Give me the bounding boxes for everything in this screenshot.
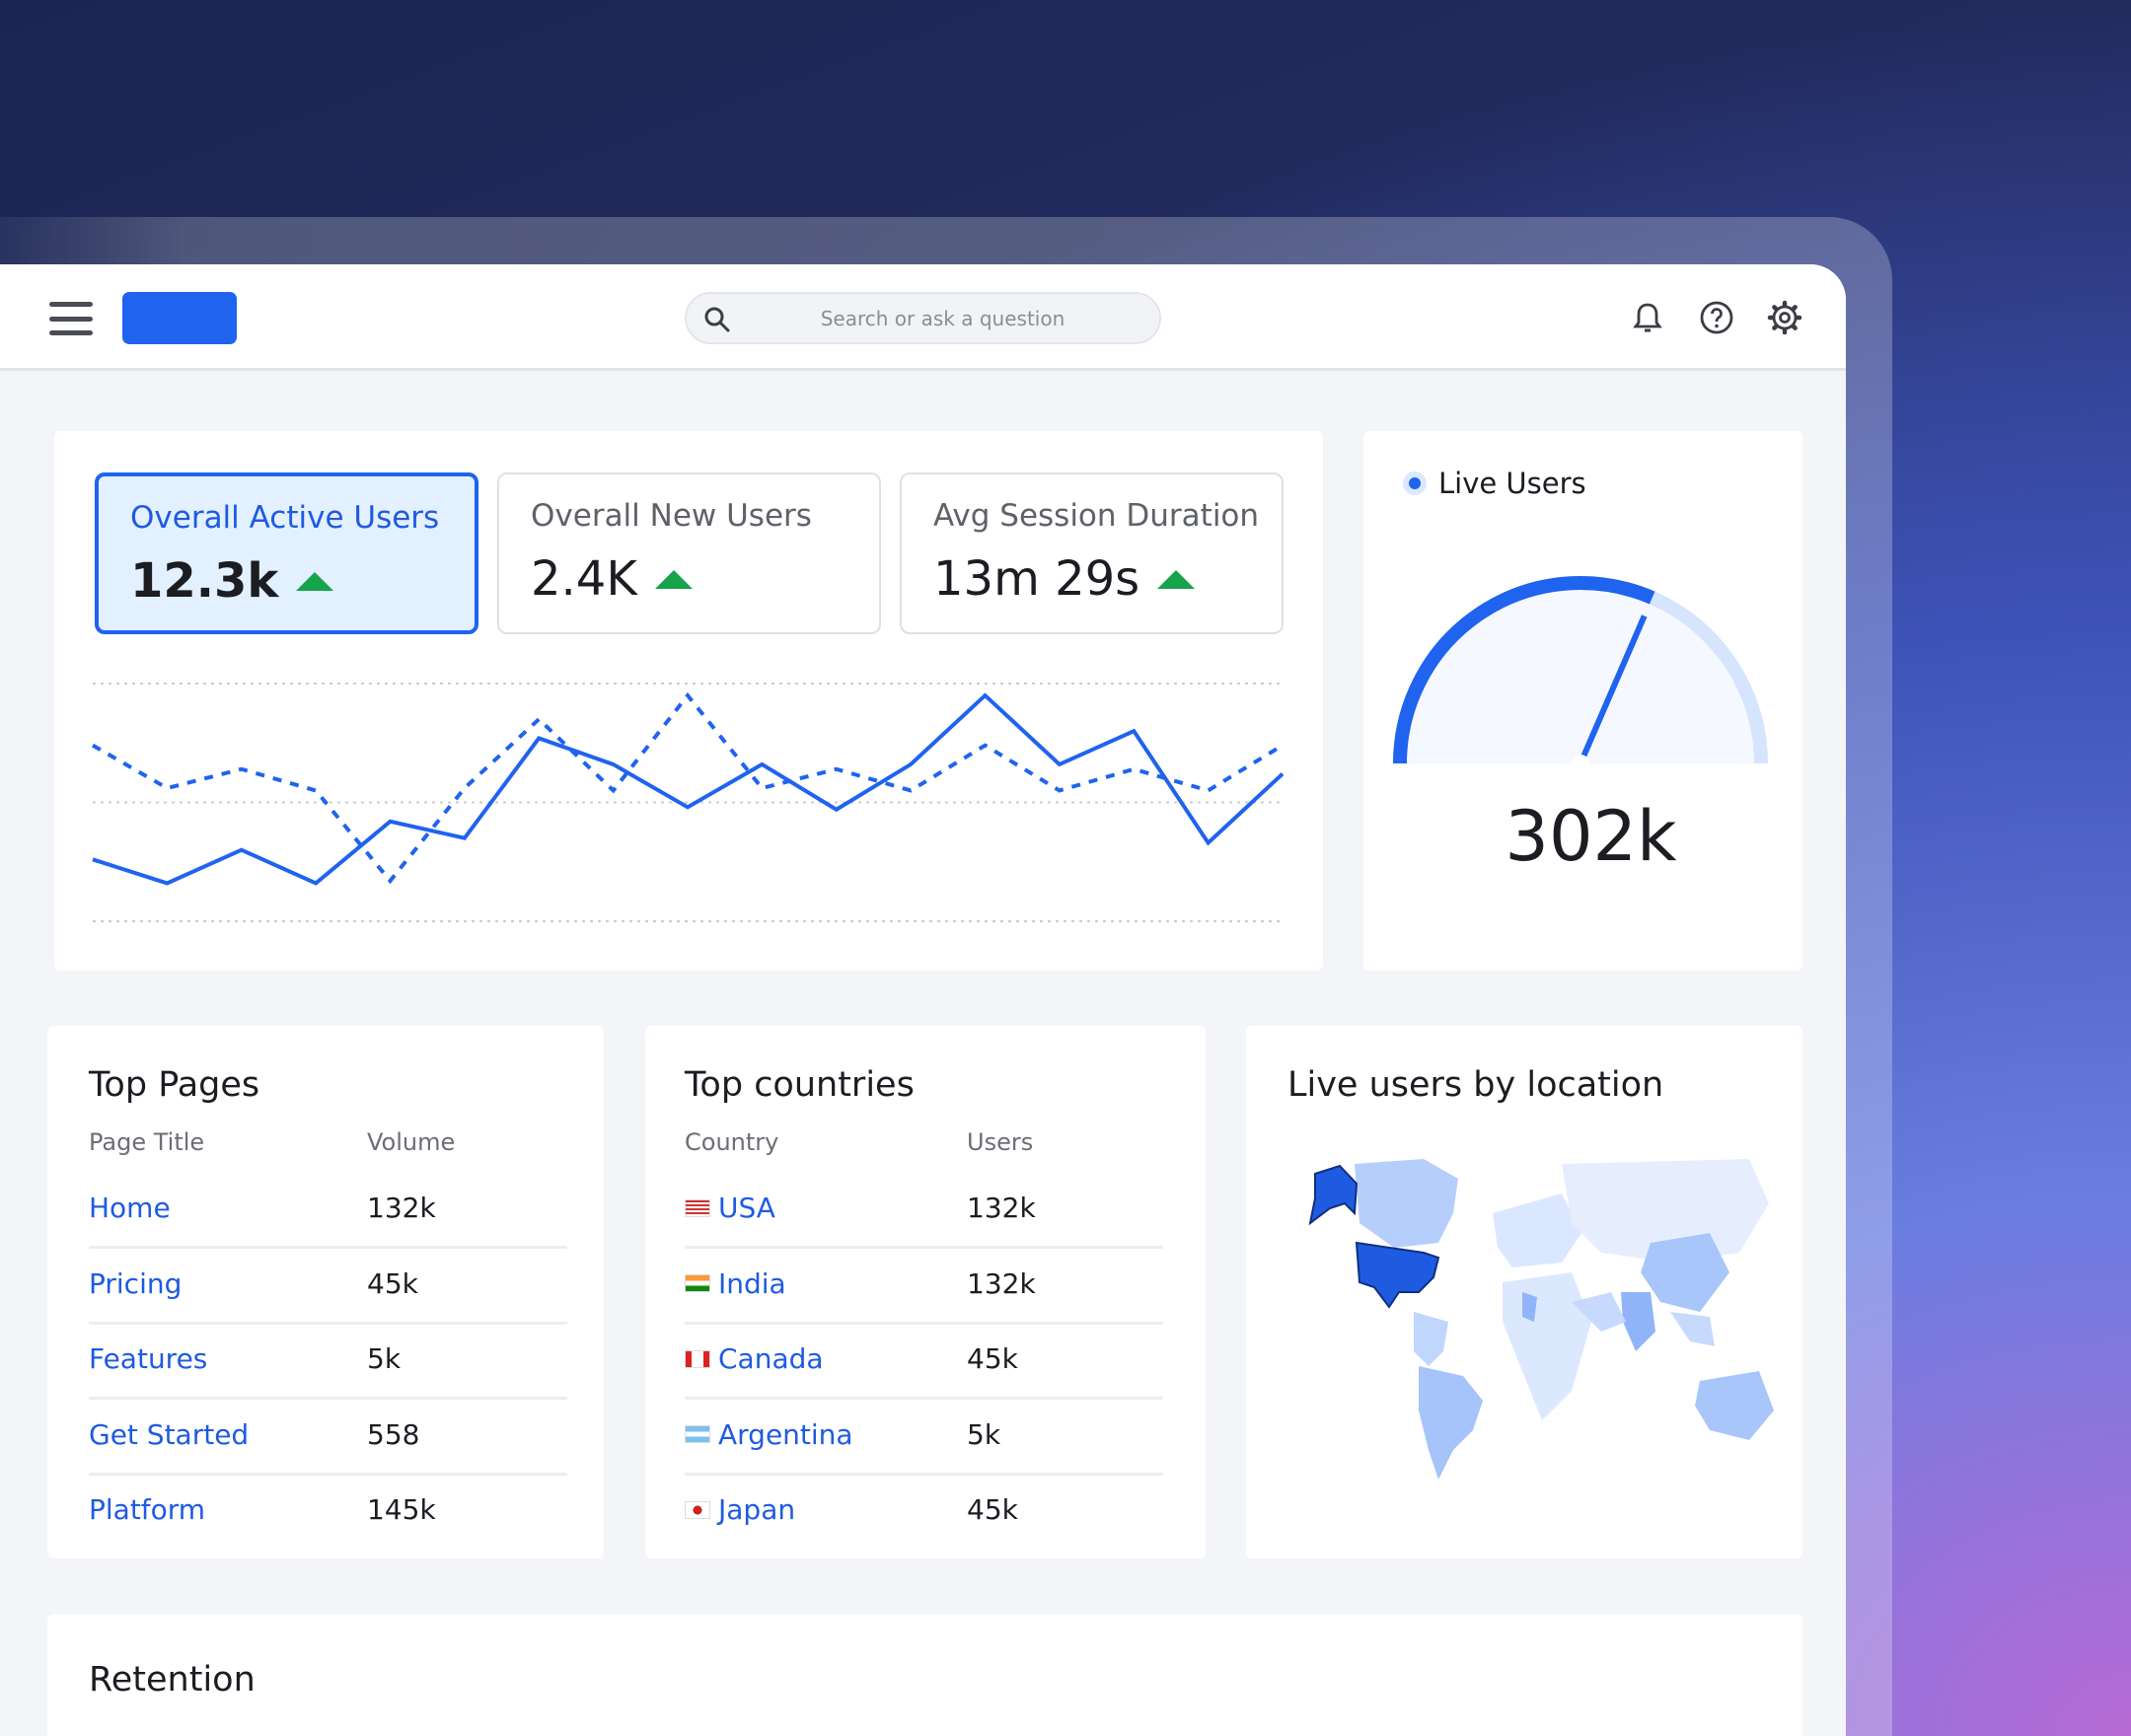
live-dot-icon: [1403, 471, 1427, 495]
kpi-value: 12.3k: [130, 553, 279, 609]
table-row: Features 5k: [89, 1325, 567, 1400]
table-row: India 132k: [685, 1250, 1163, 1325]
column-header-users: Users: [967, 1128, 1034, 1156]
row-link[interactable]: Features: [89, 1342, 207, 1375]
column-header-page-title: Page Title: [89, 1128, 205, 1156]
flag-icon: [685, 1500, 710, 1519]
logo[interactable]: [122, 292, 237, 344]
row-value: 5k: [967, 1417, 1001, 1451]
row-label[interactable]: Japan: [718, 1493, 796, 1526]
kpi-value: 13m 29s: [933, 551, 1140, 607]
top-pages-title: Top Pages: [89, 1065, 260, 1105]
flag-icon: [685, 1349, 710, 1368]
gauge-background: [1400, 583, 1761, 763]
live-users-card: Live Users 302k: [1363, 431, 1802, 971]
row-link[interactable]: Japan: [685, 1493, 795, 1526]
flag-icon: [685, 1425, 710, 1443]
search-icon: [704, 307, 730, 332]
kpi-value: 2.4K: [531, 551, 637, 607]
live-users-value: 302k: [1505, 796, 1677, 877]
gauge-needle: [1578, 615, 1648, 765]
row-link[interactable]: Argentina: [685, 1418, 853, 1451]
table-row: Japan 45k: [685, 1476, 1163, 1551]
row-value: 5k: [367, 1342, 402, 1375]
row-label[interactable]: Argentina: [718, 1417, 853, 1451]
live-users-gauge: [1393, 576, 1768, 772]
kpi-card[interactable]: Avg Session Duration 13m 29s: [900, 472, 1284, 634]
top-countries-card: Top countries Country Users USA 132k India…: [645, 1026, 1206, 1558]
table-row: Platform 145k: [89, 1476, 567, 1551]
column-header-country: Country: [685, 1128, 779, 1156]
row-value: 45k: [967, 1493, 1018, 1526]
row-value: 132k: [367, 1192, 436, 1224]
table-row: Argentina 5k: [685, 1401, 1163, 1476]
map-region-usa: [1355, 1241, 1440, 1309]
gauge-fill: [1393, 576, 1655, 764]
row-link[interactable]: Platform: [89, 1493, 205, 1526]
row-value: 145k: [367, 1493, 436, 1526]
row-label[interactable]: Features: [89, 1342, 208, 1375]
row-link[interactable]: Canada: [685, 1342, 824, 1375]
row-label[interactable]: Get Started: [89, 1417, 250, 1451]
kpi-title: Overall New Users: [531, 498, 812, 534]
live-users-label: Live Users: [1438, 467, 1586, 500]
retention-card: Retention: [47, 1615, 1802, 1736]
trend-up-icon: [1157, 569, 1196, 589]
row-link[interactable]: Pricing: [89, 1267, 182, 1300]
row-link[interactable]: India: [685, 1267, 786, 1300]
gauge-hub: [1572, 755, 1589, 772]
row-value: 45k: [367, 1266, 418, 1300]
search-input[interactable]: [746, 294, 1139, 342]
gear-icon[interactable]: [1767, 300, 1802, 335]
map-title: Live users by location: [1287, 1065, 1664, 1105]
row-value: 132k: [967, 1192, 1036, 1224]
live-location-card: Live users by location: [1246, 1026, 1802, 1558]
trend-up-icon: [654, 569, 693, 589]
row-label[interactable]: Pricing: [89, 1266, 183, 1300]
row-label[interactable]: India: [718, 1266, 786, 1300]
trend-up-icon: [296, 571, 334, 591]
top-bar: [0, 264, 1846, 371]
map-region-alaska: [1308, 1164, 1359, 1226]
table-row: USA 132k: [685, 1174, 1163, 1249]
top-countries-title: Top countries: [685, 1065, 915, 1105]
help-icon[interactable]: [1699, 300, 1734, 335]
flag-icon: [685, 1198, 710, 1217]
row-value: 45k: [967, 1342, 1018, 1375]
row-label[interactable]: USA: [718, 1192, 775, 1224]
dashboard-window: Overall Active Users 12.3k Overall New Use…: [0, 264, 1846, 1736]
world-map[interactable]: [1276, 1154, 1789, 1489]
kpi-card[interactable]: Overall New Users 2.4K: [497, 472, 881, 634]
line-chart: [92, 683, 1285, 922]
row-value: 558: [367, 1417, 420, 1451]
table-row: Get Started 558: [89, 1401, 567, 1476]
column-header-volume: Volume: [367, 1128, 456, 1156]
bell-icon[interactable]: [1630, 300, 1665, 335]
series-line-solid: [92, 692, 1285, 886]
top-pages-card: Top Pages Page Title Volume Home 132k Pric…: [47, 1026, 604, 1558]
row-label[interactable]: Platform: [89, 1493, 206, 1526]
kpi-title: Overall Active Users: [130, 500, 440, 536]
menu-icon[interactable]: [49, 302, 93, 335]
row-link[interactable]: Get Started: [89, 1418, 249, 1451]
row-label[interactable]: Home: [89, 1192, 171, 1224]
table-row: Pricing 45k: [89, 1250, 567, 1325]
series-line-dashed: [92, 691, 1285, 885]
kpi-card[interactable]: Overall Active Users 12.3k: [95, 472, 478, 634]
row-link[interactable]: Home: [89, 1192, 171, 1224]
search-bar[interactable]: [685, 292, 1161, 344]
row-link[interactable]: USA: [685, 1192, 775, 1224]
table-row: Home 132k: [89, 1174, 567, 1249]
active-users-chart-card: Overall Active Users 12.3k Overall New Use…: [54, 431, 1323, 971]
kpi-title: Avg Session Duration: [933, 498, 1260, 534]
row-value: 132k: [967, 1266, 1036, 1300]
flag-icon: [685, 1274, 710, 1292]
table-row: Canada 45k: [685, 1325, 1163, 1400]
row-label[interactable]: Canada: [718, 1342, 824, 1375]
retention-title: Retention: [89, 1660, 256, 1700]
